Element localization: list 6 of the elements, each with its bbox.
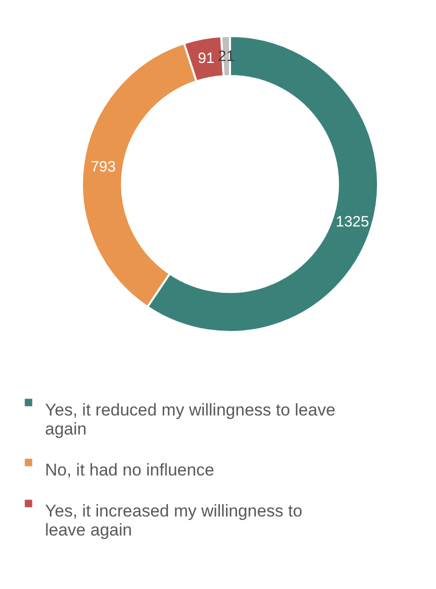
data-label: 793	[90, 158, 116, 176]
legend-label: No, it had no influence	[45, 460, 214, 480]
data-label: 91	[198, 50, 214, 68]
legend-label: Yes, it reduced my willingness to leave again	[45, 400, 336, 438]
legend-label: Yes, it increased my willingness to leave again	[45, 502, 302, 540]
data-label: 1325	[336, 213, 370, 230]
